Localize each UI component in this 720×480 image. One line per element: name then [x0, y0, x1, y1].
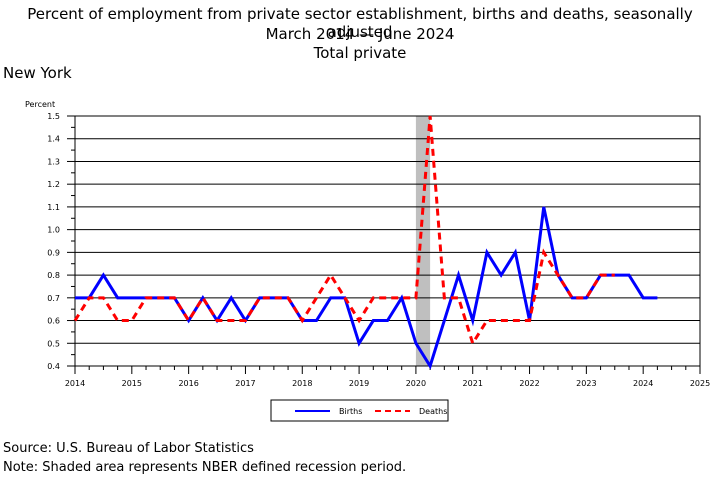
recession-note: Note: Shaded area represents NBER define… [3, 460, 407, 475]
x-tick-label: 2022 [519, 379, 539, 388]
y-tick-label: 0.5 [47, 339, 60, 348]
legend-box [270, 399, 449, 422]
y-tick-label: 1.0 [47, 226, 60, 235]
legend: Births Deaths [270, 399, 449, 422]
x-tick-label: 2025 [690, 379, 710, 388]
x-tick-label: 2020 [406, 379, 426, 388]
x-tick-label: 2014 [65, 379, 85, 388]
source-note: Source: U.S. Bureau of Labor Statistics [3, 441, 254, 456]
y-tick-label: 1.3 [47, 157, 60, 166]
chart-title: Percent of employment from private secto… [27, 5, 693, 41]
x-tick-label: 2019 [349, 379, 369, 388]
grid-layer [75, 115, 700, 367]
y-tick-label: 1.5 [47, 112, 60, 121]
legend-label-deaths: Deaths [419, 407, 447, 416]
y-tick-label: 0.7 [47, 294, 60, 303]
x-tick-label: 2021 [463, 379, 483, 388]
series-line-births [75, 206, 658, 370]
subtitle-end: June 2024 [378, 25, 455, 43]
y-tick-label: 0.6 [47, 317, 60, 326]
x-tick-label: 2017 [235, 379, 255, 388]
subtitle-start: March 2014 [265, 25, 355, 43]
y-axis-label: Percent [25, 100, 55, 109]
legend-label-births: Births [339, 407, 362, 416]
x-tick-label: 2023 [576, 379, 596, 388]
y-tick-label: 0.8 [47, 271, 60, 280]
subtitle-dash: — [359, 25, 375, 43]
y-tick-label: 1.4 [47, 135, 60, 144]
x-tick-label: 2018 [292, 379, 312, 388]
y-tick-label: 0.9 [47, 248, 60, 257]
y-tick-label: 1.1 [47, 203, 60, 212]
x-tick-label: 2016 [178, 379, 198, 388]
x-tick-label: 2015 [122, 379, 142, 388]
axes-layer: 0.4 0.5 0.6 0.7 0.8 0.9 1.0 1.1 1.2 1.3 1.4 1.5 Perc… [25, 100, 710, 388]
series-line-deaths [73, 115, 615, 347]
y-tick-label: 0.4 [47, 362, 60, 371]
plot-frame [74, 115, 701, 367]
region-label: New York [3, 64, 72, 82]
series-layer [73, 115, 658, 370]
y-tick-label: 1.2 [47, 180, 60, 189]
chart-subtitle: March 2014 — June 2024 [0, 25, 720, 43]
chart-subtitle-industry: Total private [313, 44, 407, 62]
x-tick-label: 2024 [633, 379, 653, 388]
